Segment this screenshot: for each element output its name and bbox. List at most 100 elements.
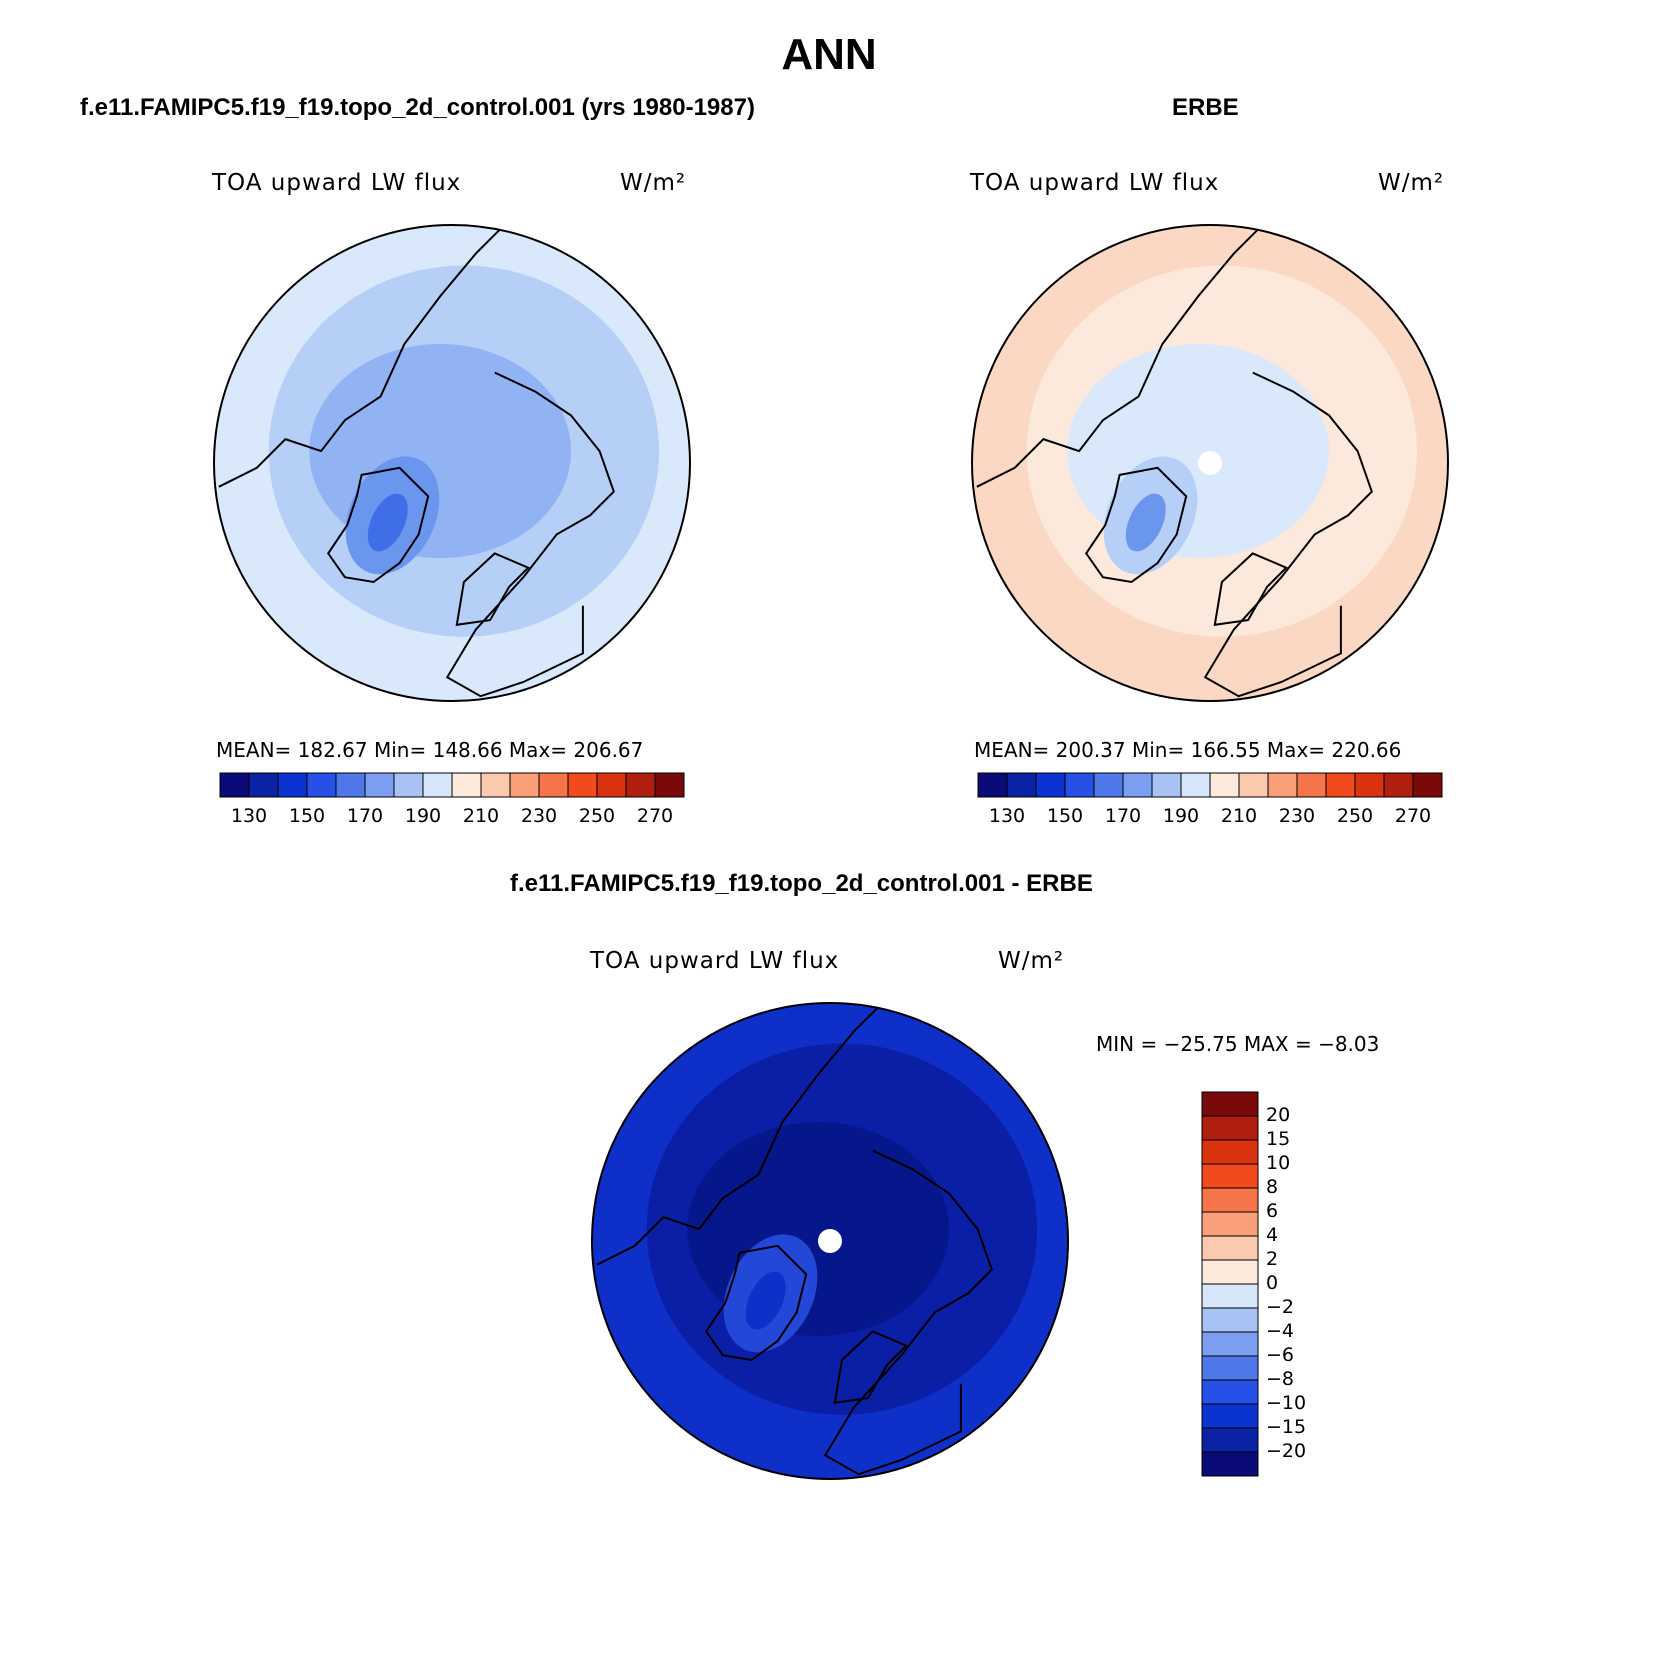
obs-colorbar-tick-label: 210	[1220, 805, 1258, 827]
model-variable-label: TOA upward LW flux	[212, 170, 462, 196]
diff-colorbar-box	[1201, 1259, 1259, 1285]
diff-colorbar-tick-label: 8	[1266, 1176, 1279, 1198]
diff-colorbar-box	[1201, 1211, 1259, 1237]
model-units-label: W/m²	[620, 170, 687, 196]
diff-colorbar-tick-label: 10	[1266, 1152, 1291, 1174]
obs-field	[972, 225, 1448, 701]
model-colorbar-box	[509, 772, 540, 798]
obs-colorbar-tick-label: 150	[1046, 805, 1084, 827]
diff-colorbar-box	[1201, 1403, 1259, 1429]
obs-map-border	[971, 224, 1449, 702]
model-coastlines	[218, 229, 615, 698]
model-field	[214, 225, 690, 701]
diff-field-level-4	[745, 1271, 786, 1330]
diff-colorbar-box	[1201, 1091, 1259, 1117]
diff-colorbar-box	[1201, 1427, 1259, 1453]
obs-colorbar-tick-label: 230	[1278, 805, 1316, 827]
obs-pole-hole	[1198, 451, 1222, 475]
model-colorbar-box	[596, 772, 627, 798]
diff-units-label: W/m²	[998, 948, 1065, 974]
model-colorbar-box	[306, 772, 337, 798]
model-colorbar-box	[422, 772, 453, 798]
diff-coast-greenland	[704, 1244, 808, 1362]
diff-colorbar-tick-label: 20	[1266, 1104, 1291, 1126]
diff-panel-title: f.e11.FAMIPC5.f19_f19.topo_2d_control.00…	[510, 870, 1093, 897]
model-stats: MEAN= 182.67 Min= 148.66 Max= 206.67	[216, 738, 644, 762]
obs-coastlines	[976, 229, 1373, 698]
obs-colorbar-box	[1151, 772, 1182, 798]
diff-colorbar-tick-label: −15	[1266, 1416, 1307, 1438]
obs-coast-north-america	[976, 229, 1259, 488]
diff-coast-north-america	[596, 1007, 879, 1266]
obs-colorbar-box	[1383, 772, 1414, 798]
obs-colorbar-box	[1412, 772, 1443, 798]
model-colorbar-box	[219, 772, 250, 798]
obs-colorbar-tick-label: 250	[1336, 805, 1374, 827]
diff-variable-label: TOA upward LW flux	[590, 948, 840, 974]
obs-colorbar-box	[1064, 772, 1095, 798]
model-colorbar-box	[625, 772, 656, 798]
obs-coast-eurasia	[1203, 371, 1373, 698]
obs-colorbar-tick-label: 130	[988, 805, 1026, 827]
diff-colorbar-box	[1201, 1451, 1259, 1477]
model-coast-scandinavia	[455, 552, 530, 626]
diff-coast-eurasia	[823, 1149, 993, 1476]
model-colorbar-tick-label: 210	[462, 805, 500, 827]
diff-colorbar-tick-label: −4	[1266, 1320, 1295, 1342]
model-map	[213, 224, 691, 702]
diff-map-border	[591, 1002, 1069, 1480]
obs-colorbar	[977, 772, 1443, 798]
model-field-level-4	[367, 493, 408, 552]
obs-colorbar-box	[1267, 772, 1298, 798]
diff-colorbar-box	[1201, 1355, 1259, 1381]
obs-field-level-4	[1125, 493, 1166, 552]
model-colorbar-tick-label: 250	[578, 805, 616, 827]
diff-colorbar-box	[1201, 1283, 1259, 1309]
diff-colorbar-tick-label: −20	[1266, 1440, 1307, 1462]
obs-map	[971, 224, 1449, 702]
diff-colorbar-tick-label: 6	[1266, 1200, 1279, 1222]
model-coast-eurasia	[445, 371, 615, 698]
obs-colorbar-tick-label: 170	[1104, 805, 1142, 827]
model-colorbar-box	[451, 772, 482, 798]
diff-colorbar-box	[1201, 1331, 1259, 1357]
diff-map	[591, 1002, 1069, 1480]
diff-colorbar-tick-label: 15	[1266, 1128, 1291, 1150]
obs-colorbar-box	[1180, 772, 1211, 798]
diff-colorbar-box	[1201, 1115, 1259, 1141]
diff-colorbar-tick-label: 2	[1266, 1248, 1279, 1270]
main-title: ANN	[781, 30, 877, 79]
diff-colorbar-box	[1201, 1139, 1259, 1165]
model-colorbar-box	[393, 772, 424, 798]
obs-stats: MEAN= 200.37 Min= 166.55 Max= 220.66	[974, 738, 1402, 762]
model-colorbar-box	[654, 772, 685, 798]
model-colorbar	[219, 772, 685, 798]
diff-colorbar-tick-label: −10	[1266, 1392, 1307, 1414]
obs-coast-greenland	[1084, 466, 1188, 584]
obs-colorbar-tick-label: 190	[1162, 805, 1200, 827]
obs-panel-title: ERBE	[1172, 94, 1239, 121]
model-coast-greenland	[326, 466, 430, 584]
obs-variable-label: TOA upward LW flux	[970, 170, 1220, 196]
model-colorbar-box	[364, 772, 395, 798]
diff-colorbar-tick-label: −6	[1266, 1344, 1295, 1366]
model-colorbar-box	[538, 772, 569, 798]
model-colorbar-box	[335, 772, 366, 798]
obs-colorbar-box	[1354, 772, 1385, 798]
model-colorbar-box	[277, 772, 308, 798]
obs-colorbar-tick-label: 270	[1394, 805, 1432, 827]
diff-colorbar-box	[1201, 1187, 1259, 1213]
diff-colorbar-box	[1201, 1163, 1259, 1189]
obs-colorbar-box	[977, 772, 1008, 798]
model-colorbar-tick-label: 150	[288, 805, 326, 827]
diff-coastlines	[596, 1007, 993, 1476]
model-colorbar-box	[248, 772, 279, 798]
model-colorbar-tick-label: 190	[404, 805, 442, 827]
diff-pole-hole	[818, 1229, 842, 1253]
model-colorbar-tick-label: 230	[520, 805, 558, 827]
diff-colorbar-box	[1201, 1235, 1259, 1261]
diff-stats: MIN = −25.75 MAX = −8.03	[1096, 1032, 1380, 1056]
obs-colorbar-box	[1238, 772, 1269, 798]
obs-colorbar-box	[1093, 772, 1124, 798]
